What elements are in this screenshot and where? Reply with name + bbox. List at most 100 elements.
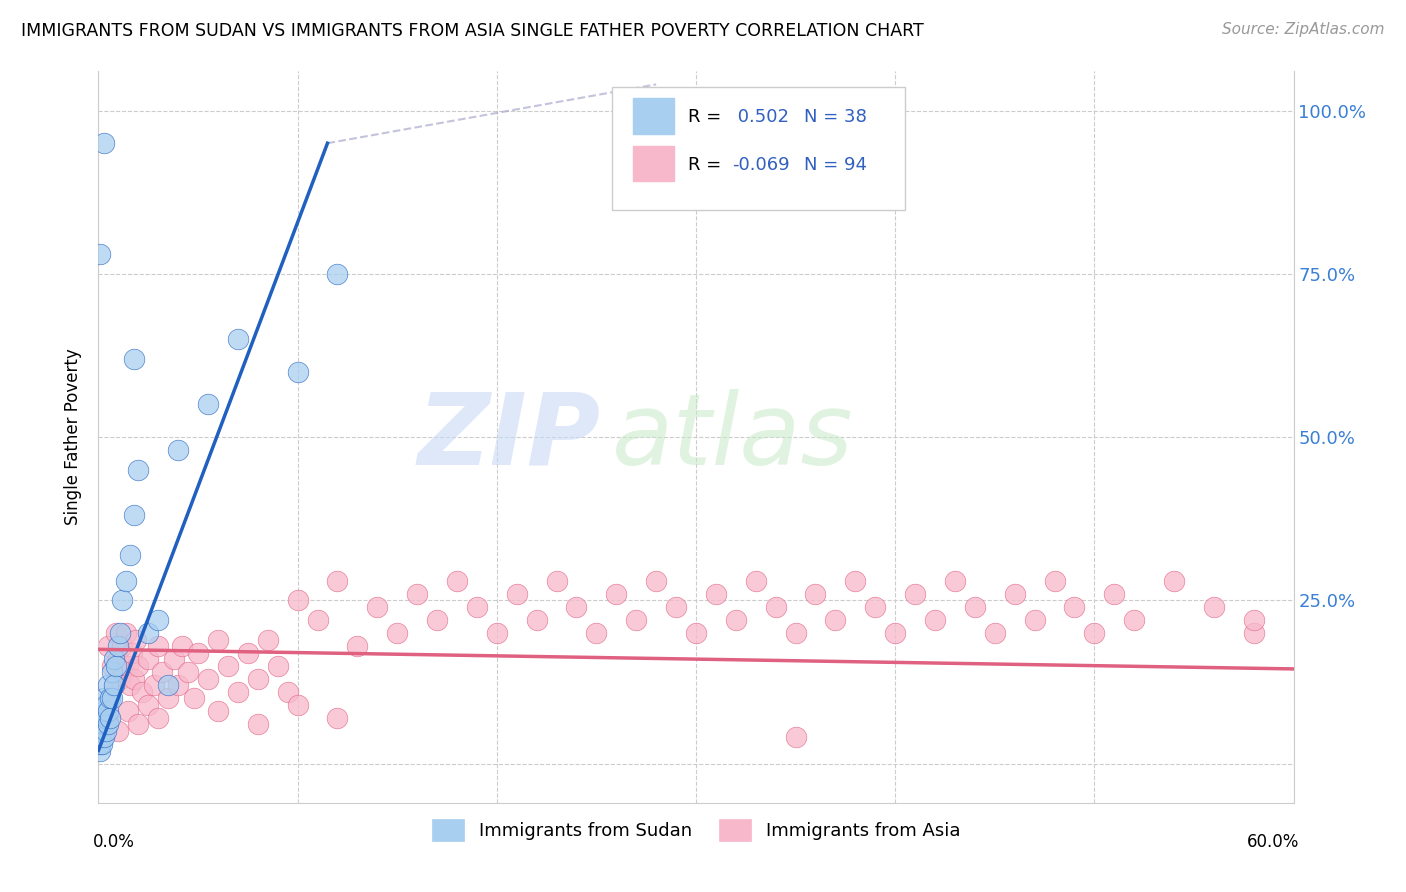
Point: [89, 743, 111, 757]
Point: [101, 665, 124, 680]
Point: [111, 593, 134, 607]
Point: [207, 705, 229, 719]
Point: [217, 658, 239, 673]
Point: [136, 652, 159, 666]
Point: [924, 613, 946, 627]
Text: N = 38: N = 38: [804, 109, 866, 127]
Point: [884, 626, 907, 640]
Text: -0.069: -0.069: [733, 156, 789, 174]
Point: [685, 626, 707, 640]
Point: [96, 711, 118, 725]
Point: [565, 599, 588, 614]
Point: [97, 711, 120, 725]
Point: [112, 665, 135, 680]
Point: [97, 678, 120, 692]
Point: [943, 574, 966, 588]
Point: [1243, 613, 1265, 627]
Point: [93, 705, 115, 719]
Point: [177, 665, 200, 680]
Point: [236, 646, 259, 660]
Point: [1043, 574, 1066, 588]
Point: [904, 587, 927, 601]
Point: [465, 599, 488, 614]
Point: [546, 574, 568, 588]
Point: [246, 672, 269, 686]
Point: [226, 685, 249, 699]
Point: [645, 574, 668, 588]
Point: [267, 658, 290, 673]
Point: [89, 247, 111, 261]
Point: [485, 626, 508, 640]
Point: [326, 711, 349, 725]
Point: [765, 599, 787, 614]
Point: [256, 632, 278, 647]
Point: [97, 705, 120, 719]
Point: [1063, 599, 1085, 614]
Point: [187, 646, 209, 660]
Point: [148, 711, 170, 725]
Point: [287, 365, 309, 379]
Point: [1083, 626, 1105, 640]
Point: [110, 626, 132, 640]
Point: [197, 397, 219, 411]
Point: [127, 463, 149, 477]
Point: [103, 678, 125, 692]
Point: [107, 652, 129, 666]
Text: 0.502: 0.502: [733, 109, 789, 127]
Point: [366, 599, 388, 614]
Point: [1123, 613, 1146, 627]
Point: [124, 351, 146, 366]
Point: [1202, 599, 1225, 614]
Point: [107, 639, 129, 653]
Point: [167, 678, 190, 692]
Point: [143, 678, 166, 692]
Point: [844, 574, 866, 588]
Point: [120, 678, 142, 692]
Y-axis label: Single Father Poverty: Single Father Poverty: [65, 349, 83, 525]
Point: [346, 639, 368, 653]
Point: [101, 691, 124, 706]
Point: [105, 626, 128, 640]
Point: [91, 737, 114, 751]
Legend: Immigrants from Sudan, Immigrants from Asia: Immigrants from Sudan, Immigrants from A…: [425, 812, 967, 848]
Point: [107, 723, 129, 738]
Point: [131, 685, 153, 699]
Point: [704, 587, 727, 601]
Point: [197, 672, 219, 686]
Text: 60.0%: 60.0%: [1247, 833, 1299, 851]
Point: [785, 626, 807, 640]
Point: [127, 658, 149, 673]
Point: [148, 613, 170, 627]
Point: [115, 626, 138, 640]
Point: [97, 717, 120, 731]
Point: [287, 593, 309, 607]
Point: [1243, 626, 1265, 640]
Point: [96, 698, 118, 712]
Point: [89, 737, 111, 751]
Point: [246, 717, 269, 731]
Text: N = 94: N = 94: [804, 156, 866, 174]
Text: IMMIGRANTS FROM SUDAN VS IMMIGRANTS FROM ASIA SINGLE FATHER POVERTY CORRELATION : IMMIGRANTS FROM SUDAN VS IMMIGRANTS FROM…: [21, 22, 924, 40]
Point: [111, 639, 134, 653]
Point: [150, 665, 173, 680]
Point: [93, 691, 115, 706]
Point: [91, 711, 114, 725]
Text: Source: ZipAtlas.com: Source: ZipAtlas.com: [1222, 22, 1385, 37]
Point: [117, 658, 139, 673]
Point: [287, 698, 309, 712]
Point: [385, 626, 409, 640]
Text: atlas: atlas: [613, 389, 853, 485]
Point: [963, 599, 986, 614]
Point: [1004, 587, 1026, 601]
Point: [585, 626, 607, 640]
Point: [157, 678, 180, 692]
Point: [101, 658, 124, 673]
Point: [97, 639, 120, 653]
Text: 0.0%: 0.0%: [93, 833, 135, 851]
Point: [804, 587, 827, 601]
Point: [124, 672, 146, 686]
Point: [207, 632, 229, 647]
Point: [125, 632, 148, 647]
Point: [506, 587, 529, 601]
Text: ZIP: ZIP: [418, 389, 600, 485]
